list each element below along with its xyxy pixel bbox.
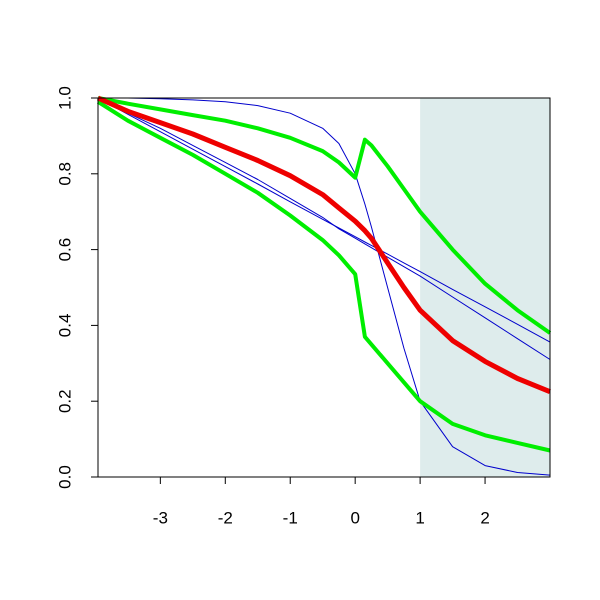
series-line: [96, 95, 551, 395]
y-tick-label: 0.2: [55, 389, 74, 413]
series-line: [97, 97, 551, 343]
x-tick-label: 1: [415, 508, 424, 527]
x-tick-label: -2: [218, 508, 233, 527]
series-line: [96, 100, 551, 453]
plot-border: [97, 97, 551, 478]
x-tick-label: -3: [153, 508, 168, 527]
y-tick-label: 0.6: [55, 238, 74, 262]
x-tick-label: -1: [283, 508, 298, 527]
y-tick-label: 0.8: [55, 162, 74, 186]
y-tick-label: 1.0: [55, 86, 74, 110]
series-line: [97, 97, 551, 360]
y-tick-label: 0.0: [55, 465, 74, 489]
x-tick-label: 2: [480, 508, 489, 527]
y-tick-label: 0.4: [55, 314, 74, 338]
x-tick-label: 0: [350, 508, 359, 527]
series-line: [97, 96, 552, 335]
shaded-region: [420, 98, 550, 477]
